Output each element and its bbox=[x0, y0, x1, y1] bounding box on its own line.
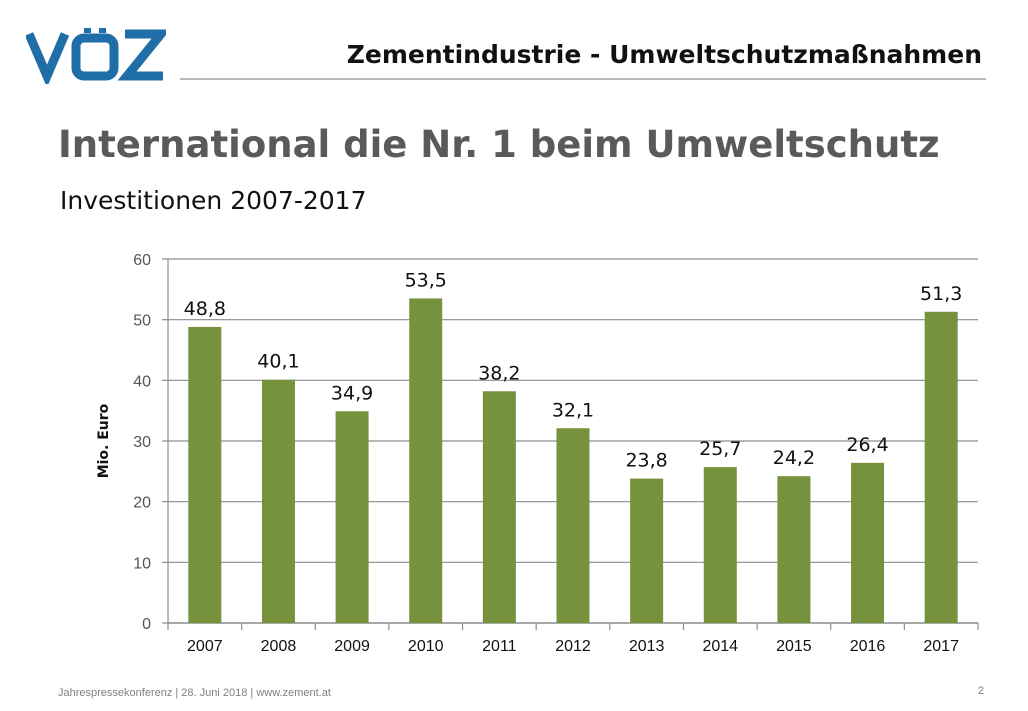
page-title: International die Nr. 1 beim Umweltschut… bbox=[58, 123, 940, 166]
x-tick-label: 2017 bbox=[923, 638, 959, 655]
bar-2007 bbox=[188, 326, 222, 623]
y-tick-label: 30 bbox=[133, 434, 151, 451]
page-number: 2 bbox=[977, 685, 984, 697]
x-tick-label: 2008 bbox=[261, 638, 297, 655]
x-tick-label: 2010 bbox=[408, 638, 444, 655]
bar-2010 bbox=[409, 298, 443, 623]
data-label: 34,9 bbox=[331, 382, 373, 404]
y-tick-label: 0 bbox=[142, 616, 151, 633]
header-divider bbox=[180, 78, 986, 80]
y-tick-label: 10 bbox=[133, 555, 151, 572]
x-tick-label: 2011 bbox=[482, 638, 517, 655]
data-label: 53,5 bbox=[405, 269, 447, 291]
bar-2017 bbox=[924, 311, 958, 623]
x-tick-label: 2014 bbox=[702, 638, 738, 655]
y-tick-label: 40 bbox=[133, 373, 151, 390]
x-tick-label: 2009 bbox=[334, 638, 370, 655]
bar-2014 bbox=[703, 467, 737, 623]
data-label: 24,2 bbox=[773, 447, 815, 469]
data-label: 25,7 bbox=[699, 438, 741, 460]
x-tick-label: 2013 bbox=[629, 638, 665, 655]
bar-2016 bbox=[851, 462, 885, 623]
data-label: 23,8 bbox=[625, 450, 667, 472]
x-tick-label: 2012 bbox=[555, 638, 591, 655]
bar-2012 bbox=[556, 428, 590, 623]
bar-2011 bbox=[482, 391, 516, 623]
data-label: 48,8 bbox=[184, 298, 226, 320]
voz-logo bbox=[26, 28, 166, 84]
data-label: 40,1 bbox=[257, 351, 299, 373]
data-label: 32,1 bbox=[552, 399, 594, 421]
data-label: 26,4 bbox=[846, 434, 888, 456]
x-tick-label: 2007 bbox=[187, 638, 223, 655]
y-tick-label: 60 bbox=[133, 252, 151, 269]
data-label: 51,3 bbox=[920, 283, 962, 305]
bar-2013 bbox=[630, 478, 664, 623]
data-label: 38,2 bbox=[478, 362, 520, 384]
x-tick-label: 2016 bbox=[850, 638, 886, 655]
header-title: Zementindustrie - Umweltschutzmaßnahmen bbox=[346, 40, 982, 69]
page-subtitle: Investitionen 2007-2017 bbox=[60, 186, 367, 215]
bar-2015 bbox=[777, 476, 811, 623]
bar-2008 bbox=[261, 379, 295, 623]
y-tick-label: 50 bbox=[133, 313, 151, 330]
x-tick-label: 2015 bbox=[776, 638, 812, 655]
y-axis-label: Mio. Euro bbox=[96, 403, 112, 478]
bar-2009 bbox=[335, 411, 369, 623]
footer-text: Jahrespressekonferenz | 28. Juni 2018 | … bbox=[58, 687, 331, 699]
y-tick-label: 20 bbox=[133, 495, 151, 512]
